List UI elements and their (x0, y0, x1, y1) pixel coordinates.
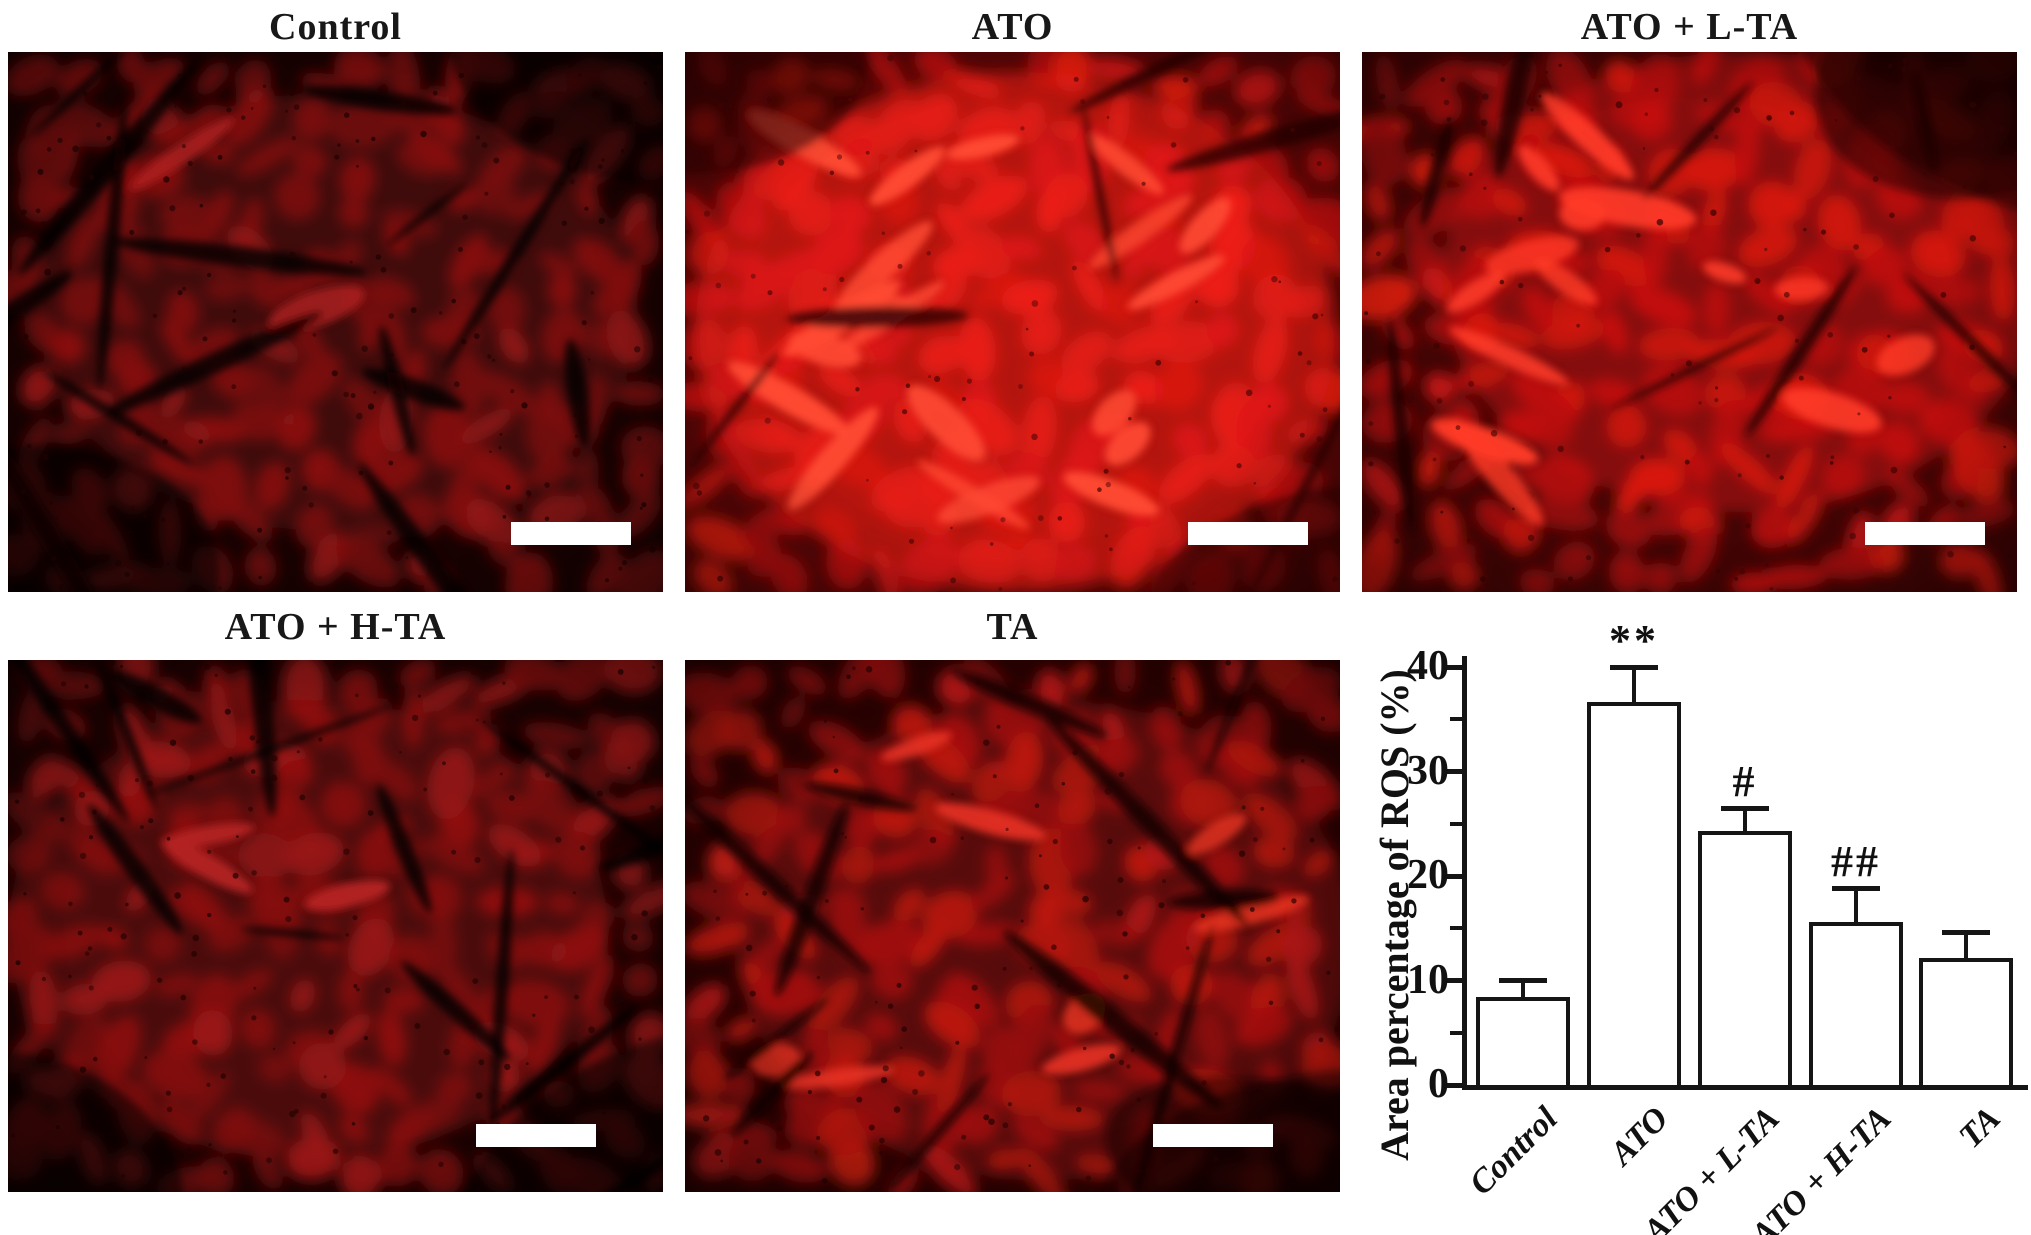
panel-title-ato: ATO (971, 6, 1054, 48)
panel-title-ato-l-ta: ATO + L-TA (1580, 6, 1799, 48)
scale-bar (1153, 1124, 1273, 1147)
y-tick (1442, 978, 1462, 983)
y-tick-label: 10 (1407, 956, 1449, 1003)
y-tick (1442, 873, 1462, 879)
error-cap-control (1499, 977, 1547, 983)
scale-bar (1865, 522, 1985, 545)
error-cap-ato (1610, 665, 1658, 671)
x-tick-label-control: Control (1462, 1100, 1566, 1203)
y-tick (1442, 664, 1462, 670)
micrograph-ato-h-ta (8, 660, 663, 1192)
panel-title-ato-h-ta: ATO + H-TA (224, 606, 447, 648)
significance-annotation: ## (1831, 836, 1881, 886)
scale-bar (476, 1124, 596, 1147)
y-minor-tick (1450, 717, 1462, 722)
y-axis (1462, 656, 1467, 1090)
ros-bar-chart: Area percentage of ROS (%) 0 10 20 30 40 Cont… (1362, 600, 2031, 1235)
x-tick-label-ta: TA (1952, 1100, 2009, 1156)
error-bar-control (1521, 981, 1525, 1000)
significance-annotation: # (1732, 757, 1758, 807)
y-tick (1442, 1082, 1462, 1088)
y-tick-label: 20 (1407, 852, 1449, 898)
scale-bar (511, 522, 631, 545)
micrograph-control (8, 52, 663, 592)
y-minor-tick (1450, 926, 1462, 931)
micrograph-ato-l-ta (1362, 52, 2017, 592)
error-cap-ta (1942, 929, 1990, 935)
bar-ato (1587, 701, 1681, 1089)
y-tick-label: 0 (1428, 1061, 1449, 1107)
micrograph-ato (685, 52, 1340, 592)
bar-ato-h-ta (1809, 922, 1903, 1089)
error-bar-ta (1964, 933, 1968, 960)
scale-bar (1188, 522, 1308, 545)
y-tick (1442, 769, 1462, 774)
x-tick-label-ato: ATO (1603, 1100, 1677, 1173)
error-cap-ato-l-ta (1721, 806, 1769, 812)
bar-ta (1919, 957, 2013, 1089)
panel-title-control: Control (269, 6, 402, 48)
error-bar-ato-l-ta (1743, 810, 1747, 834)
y-tick-label: 40 (1407, 643, 1449, 689)
significance-annotation: ** (1609, 616, 1659, 666)
y-axis-label: Area percentage of ROS (%) (1372, 669, 1417, 1161)
bar-ato-l-ta (1698, 831, 1792, 1089)
bar-control (1476, 997, 1570, 1089)
y-minor-tick (1450, 1030, 1462, 1035)
error-bar-ato-h-ta (1854, 889, 1858, 924)
error-cap-ato-h-ta (1832, 885, 1880, 891)
y-tick-label: 30 (1407, 747, 1449, 794)
micrograph-ta (685, 660, 1340, 1192)
error-bar-ato (1632, 669, 1636, 704)
y-minor-tick (1450, 821, 1462, 826)
panel-title-ta: TA (986, 606, 1039, 648)
